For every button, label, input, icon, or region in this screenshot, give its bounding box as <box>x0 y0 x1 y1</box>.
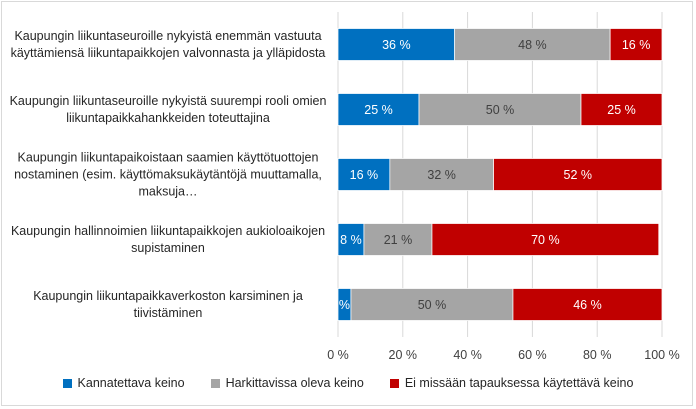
bar-segment <box>337 158 391 191</box>
bar-segment <box>580 93 663 126</box>
x-tick-label: 60 % <box>518 348 547 362</box>
bar-segment <box>363 223 433 256</box>
bar-segment <box>493 158 663 191</box>
data-label: 50 % <box>486 103 515 117</box>
data-label: 32 % <box>427 168 456 182</box>
category-label: Kaupungin hallinnoimien liikuntapaikkoje… <box>10 223 326 255</box>
data-label: 25 % <box>607 103 636 117</box>
x-tick-label: 0 % <box>327 348 349 362</box>
data-label: 70 % <box>531 233 560 247</box>
category-label: Kaupungin liikuntapaikkaverkoston karsim… <box>33 288 303 320</box>
x-tick-label: 100 % <box>644 348 679 362</box>
bar-segment <box>418 93 582 126</box>
legend-item: Kannatettava keino <box>62 376 185 390</box>
legend-swatch <box>210 378 220 388</box>
data-label: 8 % <box>340 233 362 247</box>
data-label: 46 % <box>573 298 602 312</box>
bar-segment <box>454 28 611 61</box>
x-tick-label: 80 % <box>583 348 612 362</box>
data-label: 16 % <box>350 168 379 182</box>
legend-item: Ei missään tapauksessa käytettävä keino <box>389 376 634 390</box>
bar-segment <box>337 28 456 61</box>
bar-segment <box>431 223 660 256</box>
legend-swatch <box>62 378 72 388</box>
data-label: % <box>339 298 350 312</box>
legend-item: Harkittavissa oleva keino <box>210 376 364 390</box>
legend-label: Kannatettava keino <box>77 376 185 390</box>
data-label: 48 % <box>518 38 547 52</box>
bar-segment <box>609 28 663 61</box>
data-label: 25 % <box>364 103 393 117</box>
category-label: Kaupungin liikuntaseuroille nykyistä suu… <box>9 93 327 125</box>
legend-swatch <box>389 378 399 388</box>
x-tick-label: 20 % <box>389 348 418 362</box>
x-tick-label: 40 % <box>453 348 482 362</box>
chart-legend: Kannatettava keino Harkittavissa oleva k… <box>0 376 696 390</box>
bar-segment <box>512 288 663 321</box>
data-label: 36 % <box>382 38 411 52</box>
data-label: 21 % <box>384 233 413 247</box>
legend-label: Harkittavissa oleva keino <box>225 376 364 390</box>
category-label: Kaupungin liikuntapaikoistaan saamien kä… <box>14 150 322 198</box>
category-label: Kaupungin liikuntaseuroille nykyistä ene… <box>10 28 326 60</box>
legend-label: Ei missään tapauksessa käytettävä keino <box>404 376 634 390</box>
bar-segment <box>350 288 514 321</box>
data-label: 52 % <box>564 168 593 182</box>
data-label: 50 % <box>418 298 447 312</box>
bar-segment <box>389 158 494 191</box>
data-label: 16 % <box>622 38 651 52</box>
bar-segment <box>337 93 420 126</box>
